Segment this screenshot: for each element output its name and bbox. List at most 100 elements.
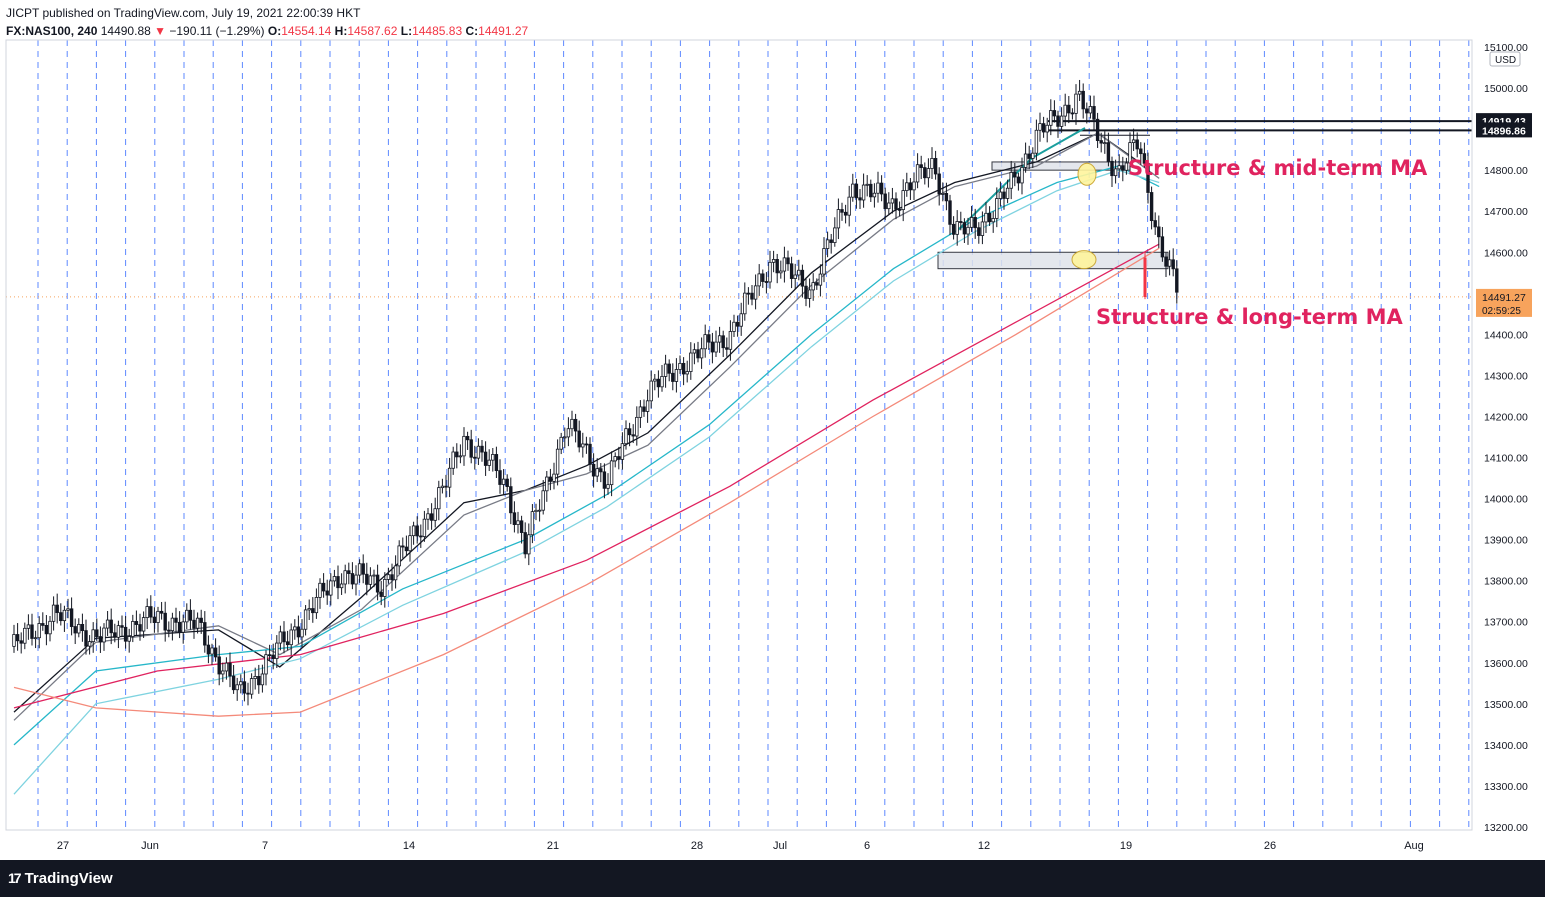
candle-body	[145, 606, 149, 618]
candle-body	[1045, 124, 1049, 133]
candle-body	[444, 485, 448, 488]
candle-body	[980, 221, 985, 236]
candle-body	[793, 274, 797, 279]
y-tick-label: 14600.00	[1484, 247, 1528, 259]
candle-body	[519, 520, 524, 533]
candle-body	[167, 629, 171, 632]
candle-body	[325, 590, 329, 596]
candle-body	[372, 574, 376, 577]
candle-body	[411, 525, 416, 537]
candle-body	[991, 218, 995, 223]
candle-body	[260, 673, 265, 686]
highlight-ellipse	[1071, 250, 1097, 270]
y-tick-label: 13200.00	[1484, 822, 1528, 834]
candle-body	[552, 473, 556, 482]
candle-body	[491, 454, 495, 461]
candle-body	[91, 629, 95, 643]
high-value: 14587.62	[347, 24, 398, 38]
candle-body	[339, 583, 344, 589]
candle-body	[231, 675, 236, 691]
x-tick-label: 6	[864, 840, 870, 852]
y-tick-label: 14100.00	[1484, 453, 1528, 465]
candle-body	[912, 181, 916, 191]
candle-body	[804, 285, 808, 299]
candle-body	[1113, 168, 1118, 177]
price-chart[interactable]: 15100.0015000.0014900.0014800.0014700.00…	[0, 0, 1545, 860]
candle-body	[51, 604, 56, 622]
candle-body	[235, 684, 239, 691]
candle-body	[289, 629, 293, 646]
tradingview-logo[interactable]: 17 TradingView	[8, 870, 113, 887]
x-tick-label: 7	[262, 840, 268, 852]
candle-body	[761, 273, 765, 282]
x-tick-label: 27	[57, 840, 69, 852]
time-axis[interactable]: 27 Jun 7 14 21 28 Jul 6 12 19 26 Aug	[57, 840, 1424, 852]
x-tick-label: 26	[1264, 840, 1276, 852]
candle-body	[739, 313, 743, 327]
candle-body	[833, 227, 837, 243]
candle-body	[462, 435, 466, 457]
tradingview-logo-icon: 17	[8, 870, 22, 886]
candle-body	[1142, 153, 1147, 164]
candle-body	[599, 468, 603, 473]
candle-body	[815, 282, 819, 286]
candle-body	[217, 656, 221, 675]
candle-body	[649, 380, 653, 402]
candle-body	[350, 573, 355, 585]
candle-body	[667, 363, 671, 374]
candle-body	[1106, 142, 1111, 162]
candle-body	[440, 485, 445, 489]
candle-body	[746, 292, 751, 295]
candle-body	[134, 621, 139, 625]
symbol-name[interactable]: FX:NAS100, 240	[6, 24, 98, 38]
candle-body	[123, 626, 128, 642]
price-axis[interactable]: 15100.0015000.0014900.0014800.0014700.00…	[1471, 40, 1532, 834]
candle-body	[1016, 176, 1021, 184]
high-label: H:	[334, 24, 348, 38]
candle-body	[602, 471, 607, 489]
candle-body	[843, 211, 848, 216]
candle-body	[1002, 191, 1006, 199]
candle-body	[977, 227, 981, 236]
symbol-line: FX:NAS100, 240 14490.88 ▼ −190.11 (−1.29…	[6, 22, 528, 40]
candle-body	[501, 478, 506, 485]
candle-body	[12, 634, 16, 647]
candle-body	[138, 624, 142, 632]
candle-body	[26, 624, 31, 629]
candle-body	[818, 273, 823, 286]
highlight-ellipse	[1077, 162, 1097, 186]
candle-body	[282, 631, 286, 643]
candle-body	[465, 435, 470, 441]
candle-body	[725, 347, 729, 350]
candle-body	[44, 624, 49, 635]
y-tick-label: 13700.00	[1484, 617, 1528, 629]
candle-body	[368, 575, 373, 585]
candle-body	[102, 627, 106, 643]
candle-body	[311, 608, 315, 614]
candle-body	[98, 636, 103, 643]
y-tick-label: 14700.00	[1484, 206, 1528, 218]
candle-body	[642, 406, 646, 412]
candle-body	[545, 476, 549, 492]
candle-body	[764, 281, 769, 283]
candle-body	[303, 609, 308, 630]
candle-body	[534, 509, 538, 513]
candle-body	[678, 362, 682, 370]
candle-body	[62, 609, 67, 622]
y-tick-label: 15000.00	[1484, 83, 1528, 95]
candle-body	[451, 451, 455, 469]
moving-average-line	[13, 243, 1160, 709]
candle-body	[1124, 162, 1129, 171]
candle-body	[1088, 106, 1093, 114]
candle-body	[437, 487, 441, 510]
candle-body	[735, 321, 740, 327]
candle-body	[707, 334, 711, 343]
candle-body	[271, 654, 275, 660]
candle-body	[185, 609, 189, 623]
candle-body	[131, 621, 135, 637]
candle-body	[15, 634, 20, 642]
candle-body	[163, 612, 167, 631]
candle-body	[1167, 259, 1172, 267]
candle-body	[962, 222, 967, 235]
footer-bar: 17 TradingView	[0, 860, 1545, 897]
